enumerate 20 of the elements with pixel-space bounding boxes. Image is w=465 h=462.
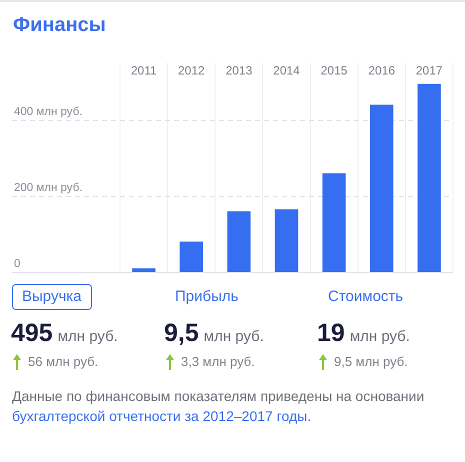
- x-tick-label: 2015: [320, 64, 348, 78]
- y-tick-label: 400 млн руб.: [14, 106, 82, 118]
- text: 19 млн руб.: [317, 319, 410, 347]
- text: 56 млн руб.: [28, 353, 98, 371]
- text: бухгалтерской отчетности за 2012–2017 годы.: [12, 408, 312, 424]
- chart-title: Финансы: [13, 13, 106, 38]
- text: 495 млн руб.: [11, 319, 118, 347]
- y-tick-label: 0: [14, 258, 20, 270]
- x-tick-label: 2017: [416, 64, 443, 78]
- x-tick-label: 2014: [273, 64, 300, 78]
- x-tick-label: 2012: [178, 64, 206, 78]
- x-tick-label: 2013: [226, 64, 253, 78]
- x-tick-label: 2011: [130, 64, 158, 78]
- text: 9,5 млн руб.: [164, 319, 264, 347]
- tab[interactable]: Выручка: [12, 284, 92, 310]
- text: Данные по финансовым показателям приведены на основании: [12, 388, 424, 404]
- x-tick-label: 2016: [368, 64, 396, 78]
- text: 9,5 млн руб.: [334, 353, 408, 371]
- y-tick-label: 200 млн руб.: [14, 182, 82, 194]
- text: 3,3 млн руб.: [181, 353, 255, 371]
